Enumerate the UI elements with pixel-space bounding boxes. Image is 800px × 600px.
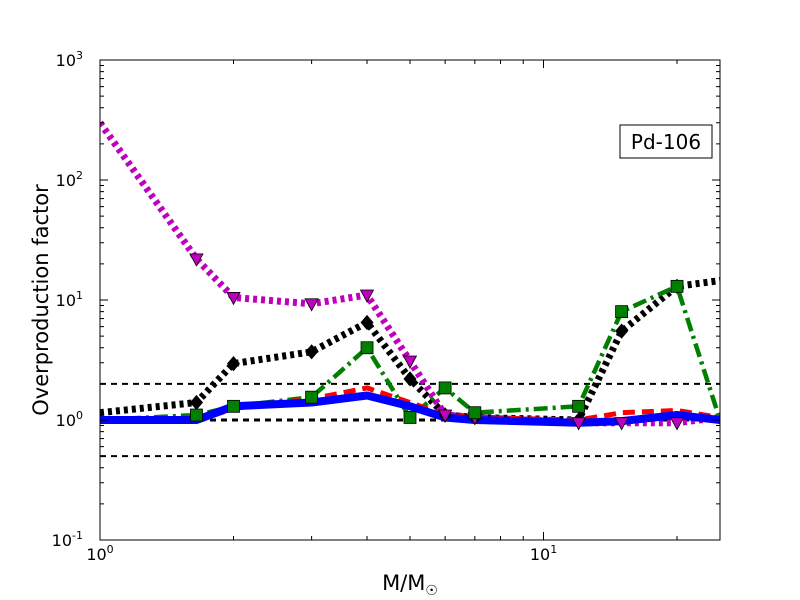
y-tick-exponent: 1 <box>76 289 83 302</box>
series-point-square <box>190 408 203 422</box>
series-point-triangle <box>359 289 375 303</box>
annotation-label: Pd-106 <box>631 130 701 154</box>
series-point-square <box>438 381 452 395</box>
series-point-square <box>670 279 684 293</box>
x-tick-exponent: 0 <box>107 543 114 556</box>
series-point-square <box>468 406 482 420</box>
plot-area <box>100 60 720 540</box>
y-tick-exponent: 3 <box>76 49 83 62</box>
series-point-triangle <box>669 417 685 431</box>
series-point-triangle <box>402 355 418 369</box>
series-point-diamond <box>615 323 629 339</box>
series-point-square <box>305 390 319 404</box>
series-point-triangle <box>437 409 453 423</box>
series-point-diamond <box>403 371 417 387</box>
annotation-frame <box>619 124 713 159</box>
series-point-square <box>227 399 240 413</box>
series-markers <box>189 253 685 431</box>
series-point-triangle <box>226 292 241 306</box>
series-point-square <box>403 411 417 424</box>
series-point-square <box>615 305 629 319</box>
series-point-diamond <box>305 344 319 360</box>
y-tick-exponent: -1 <box>72 529 83 542</box>
y-tick-exponent: 0 <box>76 409 83 422</box>
series-point-diamond <box>360 314 374 331</box>
axis-ticks <box>99 59 720 541</box>
series-point-triangle <box>189 253 204 267</box>
series-point-triangle <box>614 417 629 431</box>
series-point-triangle <box>304 298 319 312</box>
annotation-box: Pd-106 <box>619 124 713 159</box>
series-point-square <box>360 341 374 355</box>
x-tick-exponent: 1 <box>550 543 557 556</box>
series-point-triangle <box>571 417 586 431</box>
y-tick-exponent: 2 <box>76 169 83 182</box>
y-axis-label: Overproduction factor <box>29 184 53 416</box>
series-point-diamond <box>226 356 241 372</box>
series-point-square <box>572 399 586 413</box>
series-line-dotted <box>100 277 720 424</box>
x-axis-label-subscript: ☉ <box>425 583 438 599</box>
